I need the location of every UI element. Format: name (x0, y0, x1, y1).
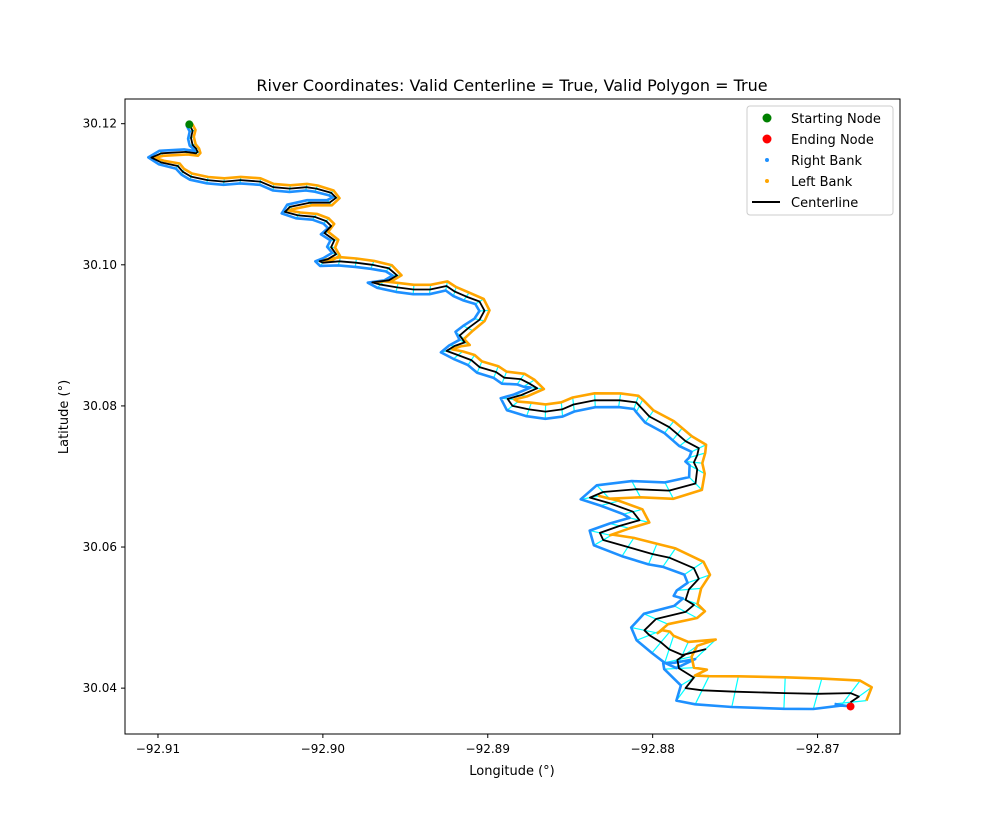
x-tick-label: −92.90 (301, 742, 345, 756)
legend-label: Starting Node (791, 112, 881, 127)
right-bank-series (148, 125, 846, 709)
chart-title: River Coordinates: Valid Centerline = Tr… (256, 76, 767, 95)
legend-marker (763, 135, 772, 144)
starting-node-marker (185, 120, 193, 128)
legend: Starting Node Ending Node Right Bank Left B… (747, 106, 893, 215)
y-tick-label: 30.12 (83, 117, 117, 131)
x-tick-label: −92.88 (630, 742, 674, 756)
legend-label: Ending Node (791, 133, 874, 148)
ending-node-marker (847, 702, 855, 710)
y-axis: 30.04 30.06 30.08 30.10 30.12 (83, 117, 125, 695)
y-tick-label: 30.04 (83, 681, 117, 695)
x-axis-label: Longitude (°) (469, 764, 554, 779)
legend-label: Centerline (791, 196, 858, 211)
x-tick-label: −92.87 (795, 742, 839, 756)
y-axis-label: Latitude (°) (57, 380, 72, 454)
legend-label: Right Bank (791, 154, 862, 169)
x-tick-label: −92.89 (466, 742, 510, 756)
legend-marker (765, 158, 769, 162)
x-tick-label: −92.91 (136, 742, 180, 756)
y-tick-label: 30.10 (83, 258, 117, 272)
legend-label: Left Bank (791, 175, 853, 190)
y-tick-label: 30.06 (83, 540, 117, 554)
legend-marker (765, 179, 769, 183)
legend-marker (763, 114, 772, 123)
x-axis: −92.91 −92.90 −92.89 −92.88 −92.87 (136, 734, 840, 756)
y-tick-label: 30.08 (83, 399, 117, 413)
